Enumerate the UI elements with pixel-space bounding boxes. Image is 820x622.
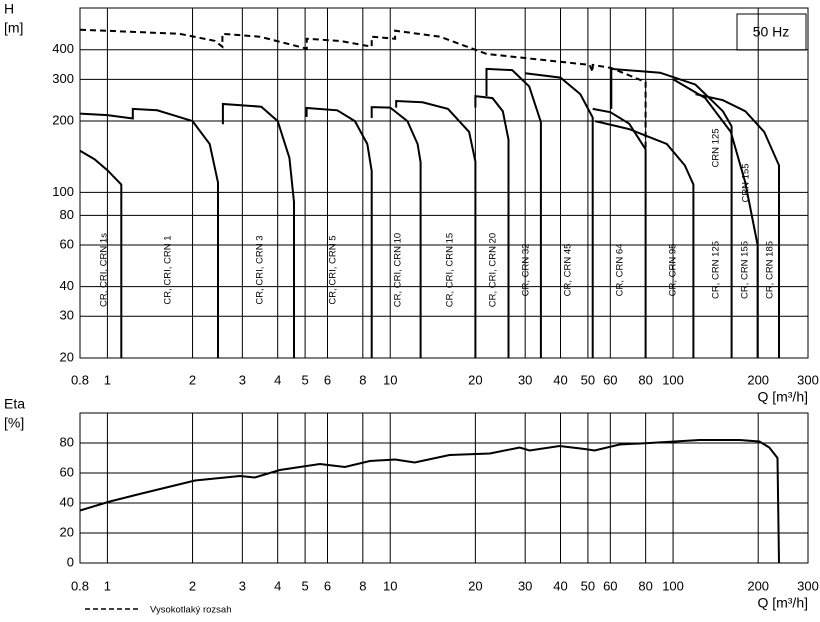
curve-label: CR, CRI, CRN 5 xyxy=(328,235,339,304)
curve-label: CR, CRI, CRN 15 xyxy=(445,233,456,307)
y-tick-label: 300 xyxy=(52,71,74,86)
curve-label: CR, CRN 32 xyxy=(521,244,532,297)
curve-label: CR, CRI, CRN 3 xyxy=(255,235,266,304)
curve xyxy=(305,106,373,358)
x-tick-label: 2 xyxy=(189,372,196,387)
x-tick-label: 5 xyxy=(301,578,308,593)
legend-label: Vysokotlaký rozsah xyxy=(150,605,232,616)
x-tick-label: 100 xyxy=(662,578,684,593)
y-tick-label: 60 xyxy=(60,464,74,479)
x-tick-label: 6 xyxy=(324,372,331,387)
curve-label: CR, CRI, CRN 10 xyxy=(393,233,404,307)
curve xyxy=(370,106,422,358)
curve-label: CR, CRI, CRN 20 xyxy=(488,233,499,307)
x-tick-label: 5 xyxy=(301,372,308,387)
x-tick-label: 10 xyxy=(383,372,397,387)
curve-label: CR, CRN 185 xyxy=(765,241,776,299)
annotation: 50 Hz xyxy=(753,24,790,40)
annotation-box xyxy=(736,13,807,51)
curve xyxy=(474,94,510,358)
x-tick-label: 300 xyxy=(797,372,819,387)
y-tick-label: 60 xyxy=(60,236,74,251)
x-tick-label: 30 xyxy=(518,372,532,387)
x-tick-label: 8 xyxy=(359,372,366,387)
y-tick-label: 20 xyxy=(60,349,74,364)
x-tick-label: 200 xyxy=(747,372,769,387)
curve xyxy=(79,149,123,358)
curve xyxy=(610,67,733,358)
curve xyxy=(594,120,695,358)
x-tick-label: 10 xyxy=(383,578,397,593)
y-tick-label: 40 xyxy=(60,494,74,509)
y-tick-label: 200 xyxy=(52,112,74,127)
x-tick-label: 30 xyxy=(518,578,532,593)
curve xyxy=(79,439,780,564)
y-unit: [m] xyxy=(4,20,23,36)
x-tick-label: 0.8 xyxy=(71,372,89,387)
curve xyxy=(695,93,780,358)
x-tick-label: 3 xyxy=(239,578,246,593)
y-tick-label: 80 xyxy=(60,207,74,222)
x-tick-label: 40 xyxy=(553,578,567,593)
x-tick-label: 3 xyxy=(239,372,246,387)
x-tick-label: 60 xyxy=(603,578,617,593)
x-tick-label: 50 xyxy=(581,578,595,593)
curve-label: CR, CRN 45 xyxy=(563,244,574,297)
x-tick-label: 60 xyxy=(603,372,617,387)
x-tick-label: 50 xyxy=(581,372,595,387)
y-tick-label: 80 xyxy=(60,434,74,449)
curve xyxy=(395,99,477,358)
curve xyxy=(221,102,295,358)
curve xyxy=(79,107,219,358)
x-tick-label: 200 xyxy=(747,578,769,593)
curve-label: CR, CRN 125 xyxy=(711,241,722,299)
x-tick-label: 20 xyxy=(468,578,482,593)
x-tick-label: 1 xyxy=(104,578,111,593)
curve-label: CR, CRN 155 xyxy=(740,241,751,299)
curve-label: CR, CRI, CRN 1 xyxy=(163,235,174,304)
x-tick-label: 80 xyxy=(638,578,652,593)
x-tick-label: 300 xyxy=(797,578,819,593)
y-tick-label: 100 xyxy=(52,184,74,199)
x-label: Q [m³/h] xyxy=(757,595,808,611)
dashed-line xyxy=(79,28,647,150)
x-tick-label: 4 xyxy=(274,578,281,593)
y-tick-label: 0 xyxy=(67,554,74,569)
curve xyxy=(592,107,647,358)
x-tick-label: 4 xyxy=(274,372,281,387)
y-tick-label: 20 xyxy=(60,524,74,539)
x-label: Q [m³/h] xyxy=(757,389,808,405)
curve xyxy=(525,72,594,358)
y-unit: [%] xyxy=(4,415,24,431)
x-tick-label: 6 xyxy=(324,578,331,593)
curve-label: CR, CRI, CRN 1s xyxy=(99,233,110,307)
y-tick-label: 40 xyxy=(60,278,74,293)
x-tick-label: 100 xyxy=(662,372,684,387)
curve-label: CR, CRN 95 xyxy=(668,244,679,297)
x-tick-label: 40 xyxy=(553,372,567,387)
x-tick-label: 1 xyxy=(104,372,111,387)
y-tick-label: 30 xyxy=(60,308,74,323)
x-tick-label: 8 xyxy=(359,578,366,593)
curve-label: CRN 125 xyxy=(711,128,722,167)
plot-area xyxy=(79,412,809,564)
x-tick-label: 2 xyxy=(189,578,196,593)
y-tick-label: 400 xyxy=(52,41,74,56)
y-label: H xyxy=(4,1,14,17)
x-tick-label: 80 xyxy=(638,372,652,387)
curve xyxy=(485,67,542,358)
curve-label: CR, CRN 64 xyxy=(615,244,626,297)
y-label: Eta xyxy=(4,396,25,412)
curve-label: CRN 155 xyxy=(741,163,752,202)
x-tick-label: 0.8 xyxy=(71,578,89,593)
x-tick-label: 20 xyxy=(468,372,482,387)
